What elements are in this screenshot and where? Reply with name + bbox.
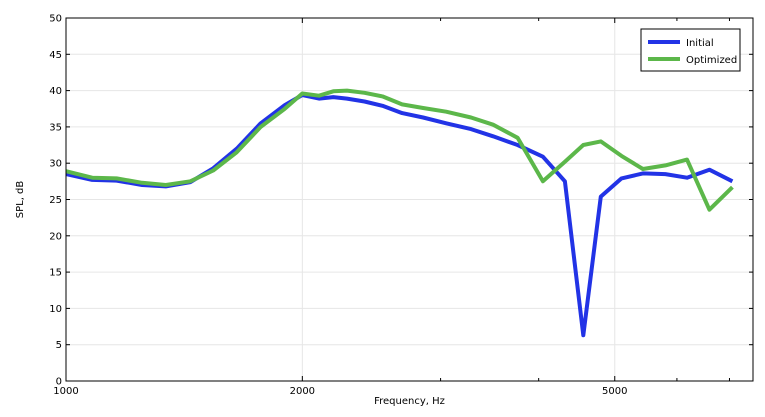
y-axis-title: SPL, dB [15, 181, 26, 219]
series-line-optimized [65, 88, 734, 212]
legend-label-optimized: Optimized [686, 55, 737, 66]
y-tick-label: 15 [49, 268, 62, 279]
y-tick-label: 35 [49, 122, 62, 133]
y-tick-label: 30 [49, 159, 62, 170]
x-axis-title: Frequency, Hz [374, 396, 445, 407]
series-lines [65, 88, 734, 338]
y-tick-label: 5 [56, 340, 62, 351]
x-tick-label: 1000 [53, 386, 78, 397]
axis-ticks: 0 5 10 15 20 25 30 35 40 45 50 1000 2000 5000 [49, 14, 753, 397]
y-tick-label: 40 [49, 86, 62, 97]
y-tick-label: 45 [49, 50, 62, 61]
legend: Initial Optimized [640, 28, 741, 72]
y-tick-label: 20 [49, 231, 62, 242]
legend-label-initial: Initial [686, 38, 714, 49]
y-tick-label: 10 [49, 304, 62, 315]
y-tick-label: 25 [49, 195, 62, 206]
y-tick-label: 50 [49, 14, 62, 25]
grid [66, 18, 753, 381]
x-tick-label: 2000 [290, 386, 315, 397]
y-tick-label: 0 [56, 377, 62, 388]
x-tick-label: 5000 [602, 386, 627, 397]
legend-box [640, 28, 741, 72]
